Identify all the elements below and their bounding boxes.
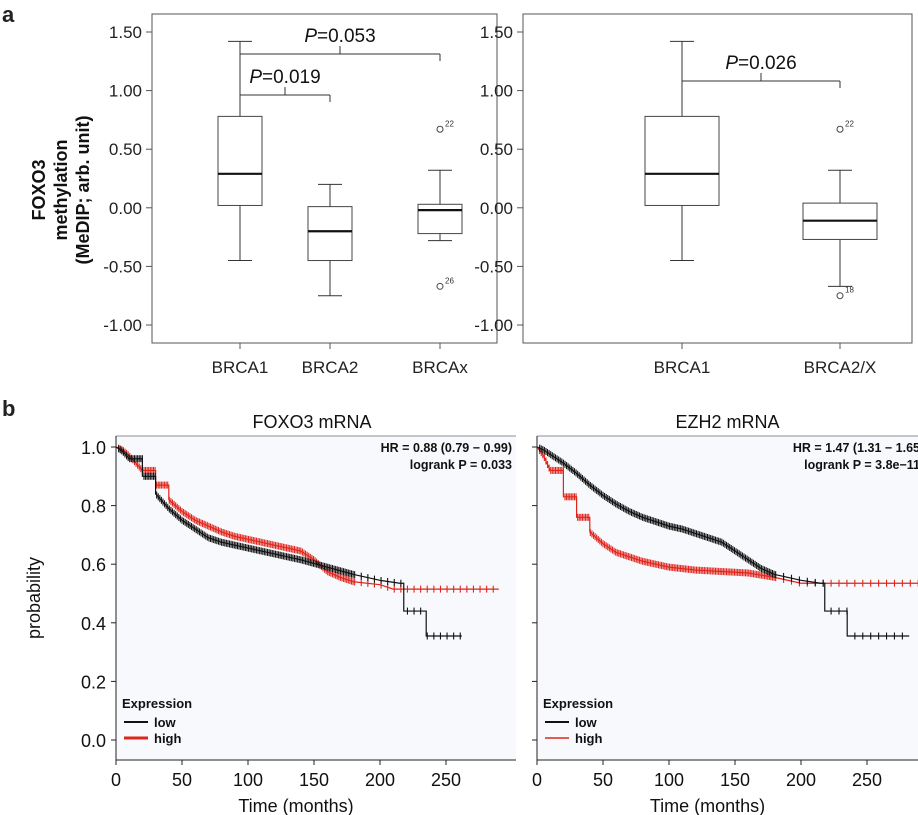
x-tick-label: BRCA1	[212, 358, 269, 377]
legend-title: Expression	[543, 696, 613, 711]
x-tick-label: 250	[431, 770, 461, 790]
y-tick-label: 0.50	[480, 140, 513, 159]
y-tick-label: -1.00	[474, 316, 513, 335]
x-tick-label: 200	[786, 770, 816, 790]
km-curve-low	[536, 446, 910, 637]
legend-label-low: low	[154, 715, 177, 730]
km-title: EZH2 mRNA	[675, 412, 779, 432]
box-iqr	[307, 206, 353, 262]
panel-label-b: b	[2, 396, 16, 421]
ylabel-line: (MeDIP; arb. unit)	[73, 116, 93, 265]
outlier-point	[436, 282, 444, 290]
outlier-label: 22	[445, 119, 454, 128]
ylabel-line: FOXO3	[29, 159, 49, 220]
x-axis-label: Time (months)	[238, 796, 353, 815]
y-tick-label: 1.50	[109, 23, 142, 42]
x-tick-label: BRCA2	[302, 358, 359, 377]
box-BRCA1	[644, 40, 720, 262]
p-value: =0.053	[317, 26, 376, 47]
plot-background	[116, 436, 516, 760]
y-tick-label: 1.0	[81, 438, 106, 458]
x-tick-label: BRCA2/X	[804, 358, 877, 377]
hr-annotation: HR = 1.47 (1.31 − 1.65	[793, 441, 918, 455]
boxplot-1: 1.50 1.00 0.50 0.00 -0.50 -1.00 BRCA1 BRCA2 BRCA…	[103, 13, 498, 377]
km-curve-low	[115, 446, 462, 637]
plot-frame	[151, 13, 498, 344]
km-title: FOXO3 mRNA	[252, 412, 371, 432]
km-ylabel: probability	[24, 557, 44, 639]
panel-label-a: a	[2, 2, 15, 27]
boxplot-ylabel: FOXO3 methylation (MeDIP; arb. unit)	[29, 116, 93, 265]
legend-title: Expression	[122, 696, 192, 711]
significance-bracket: P=0.019	[239, 67, 331, 102]
x-axis-label: Time (months)	[650, 796, 765, 815]
outlier-point	[836, 292, 844, 300]
box-iqr	[417, 203, 463, 235]
logrank-annotation: logrank P = 0.033	[410, 458, 512, 472]
y-tick-label: -1.00	[103, 316, 142, 335]
significance-bracket: P=0.026	[681, 53, 841, 88]
y-tick-label: 0.2	[81, 672, 106, 692]
y-tick-label: 1.50	[480, 23, 513, 42]
outlier-point	[436, 125, 444, 133]
y-tick-label: 1.00	[480, 82, 513, 101]
x-tick-label: 100	[654, 770, 684, 790]
km-plot-1: FOXO3 mRNA 0.0 0.2 0.4 0.6 0.8 1.0 0 50 100 150 200…	[81, 412, 516, 815]
p-value-label: P=0.053	[304, 26, 375, 47]
x-tick-label: 0	[111, 770, 121, 790]
p-value-label: P=0.019	[249, 67, 320, 88]
x-tick-label: 100	[233, 770, 263, 790]
y-tick-label: 1.00	[109, 82, 142, 101]
outlier-label: 26	[445, 276, 454, 285]
box-BRCA2/X	[802, 169, 878, 287]
y-tick-label: 0.00	[109, 199, 142, 218]
p-value: =0.019	[262, 67, 321, 88]
outlier-label: 18	[845, 286, 854, 295]
x-tick-label: 0	[532, 770, 542, 790]
y-tick-label: 0.6	[81, 555, 106, 575]
y-tick-label: -0.50	[103, 257, 142, 276]
boxplot-2: 1.50 1.00 0.50 0.00 -0.50 -1.00 BRCA1 BRCA2/X 22…	[474, 13, 913, 377]
censor-marks-low	[118, 445, 461, 640]
censor-marks-low	[539, 444, 903, 640]
legend-label-high: high	[575, 731, 602, 746]
box-BRCAx	[417, 169, 463, 242]
x-tick-label: 150	[720, 770, 750, 790]
hr-annotation: HR = 0.88 (0.79 − 0.99)	[381, 441, 512, 455]
x-tick-label: 50	[172, 770, 192, 790]
km-plot-2: EZH2 mRNA 0 50 100 150 200 250 Time (months) HR …	[532, 412, 918, 815]
box-BRCA2	[307, 183, 353, 297]
x-tick-label: 200	[365, 770, 395, 790]
y-tick-label: 0.50	[109, 140, 142, 159]
logrank-annotation: logrank P = 3.8e−11	[804, 458, 918, 472]
p-symbol: P	[304, 26, 317, 47]
outlier-point	[836, 125, 844, 133]
p-value-label: P=0.026	[725, 53, 796, 74]
y-tick-label: 0.0	[81, 731, 106, 751]
box-iqr	[217, 115, 263, 206]
x-tick-label: 50	[593, 770, 613, 790]
y-tick-label: 0.4	[81, 614, 106, 634]
p-value: =0.026	[738, 53, 797, 74]
y-tick-label: 0.8	[81, 497, 106, 517]
box-iqr	[644, 115, 720, 206]
significance-bracket: P=0.053	[239, 26, 441, 61]
y-tick-label: -0.50	[474, 257, 513, 276]
x-tick-label: BRCA1	[654, 358, 711, 377]
legend-label-low: low	[575, 715, 598, 730]
plot-frame	[522, 13, 913, 344]
x-tick-label: 250	[852, 770, 882, 790]
y-tick-label: 0.00	[480, 199, 513, 218]
legend-label-high: high	[154, 731, 181, 746]
ylabel-line: methylation	[51, 139, 71, 240]
x-tick-label: BRCAx	[412, 358, 468, 377]
plot-background	[537, 436, 918, 760]
p-symbol: P	[725, 53, 738, 74]
outlier-label: 22	[845, 119, 854, 128]
x-tick-label: 150	[299, 770, 329, 790]
p-symbol: P	[249, 67, 262, 88]
